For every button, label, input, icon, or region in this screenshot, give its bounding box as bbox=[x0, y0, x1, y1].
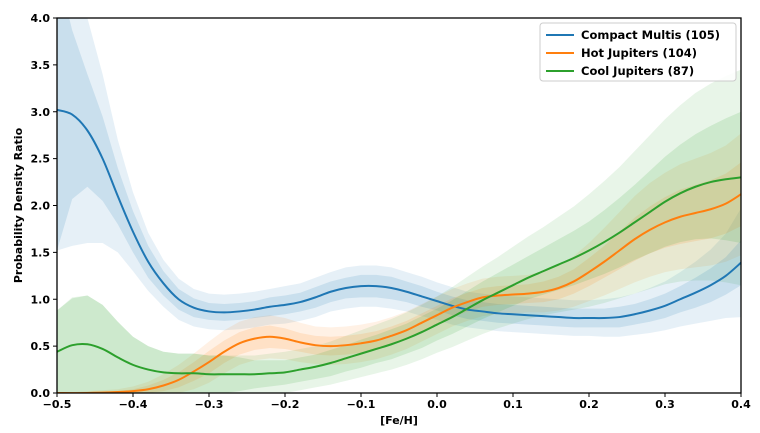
x-tick-label: −0.5 bbox=[43, 398, 72, 411]
compact-multis-inner-band bbox=[57, 18, 741, 328]
cool-jupiters-legend-label: Cool Jupiters (87) bbox=[581, 64, 694, 78]
legend: Compact Multis (105) Hot Jupiters (104) Co… bbox=[539, 22, 737, 82]
x-tick-label: 0.2 bbox=[579, 398, 599, 411]
cool-jupiters-inner-band bbox=[57, 111, 741, 393]
legend-box bbox=[539, 22, 737, 82]
y-tick-label: 1.0 bbox=[31, 293, 51, 306]
x-tick-label: 0.0 bbox=[427, 398, 447, 411]
series-lines bbox=[57, 108, 741, 393]
x-tick-label: −0.2 bbox=[271, 398, 300, 411]
x-tick-label: −0.4 bbox=[119, 398, 148, 411]
compact-multis-outer-band bbox=[57, 18, 741, 337]
y-tick-label: 0.0 bbox=[31, 387, 51, 400]
hot-jupiters-inner-band bbox=[57, 162, 741, 393]
y-tick-label: 4.0 bbox=[31, 12, 51, 25]
x-tick-label: 0.1 bbox=[503, 398, 523, 411]
cool-jupiters-line bbox=[57, 176, 741, 376]
hot-jupiters-outer-band bbox=[57, 133, 741, 393]
y-axis-label: Probability Density Ratio bbox=[12, 127, 25, 283]
y-tick-label: 2.0 bbox=[31, 200, 51, 213]
x-tick-label: 0.4 bbox=[731, 398, 751, 411]
hot-jupiters-legend-label: Hot Jupiters (104) bbox=[581, 46, 697, 60]
x-tick-label: −0.1 bbox=[347, 398, 376, 411]
x-tick-label: −0.3 bbox=[195, 398, 224, 411]
axis-ticks: −0.5 −0.4 −0.3 −0.2 −0.1 0.0 0.1 0.2 0.3 0.4 0.0 0.… bbox=[31, 12, 752, 411]
hot-jupiters-line bbox=[57, 193, 741, 393]
y-tick-label: 1.5 bbox=[31, 246, 51, 259]
x-tick-label: 0.3 bbox=[655, 398, 675, 411]
y-tick-label: 0.5 bbox=[31, 340, 51, 353]
compact-multis-legend-label: Compact Multis (105) bbox=[581, 28, 720, 42]
y-tick-label: 3.5 bbox=[31, 59, 51, 72]
compact-multis-line bbox=[57, 108, 741, 320]
y-tick-label: 2.5 bbox=[31, 153, 51, 166]
x-axis-label: [Fe/H] bbox=[380, 414, 418, 427]
y-tick-label: 3.0 bbox=[31, 106, 51, 119]
